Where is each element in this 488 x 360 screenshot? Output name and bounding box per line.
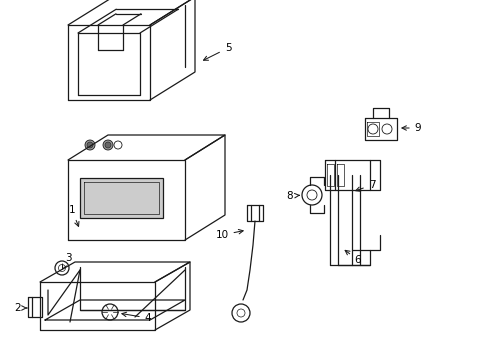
Text: 9: 9 bbox=[401, 123, 421, 133]
Circle shape bbox=[87, 142, 93, 148]
Text: 2: 2 bbox=[15, 303, 27, 313]
Text: 10: 10 bbox=[215, 229, 243, 240]
Text: 7: 7 bbox=[355, 180, 375, 191]
Circle shape bbox=[105, 142, 111, 148]
Text: 6: 6 bbox=[345, 250, 361, 265]
Text: 1: 1 bbox=[68, 205, 79, 226]
Circle shape bbox=[85, 140, 95, 150]
Circle shape bbox=[103, 140, 113, 150]
Text: 4: 4 bbox=[122, 312, 151, 323]
Text: 5: 5 bbox=[203, 43, 231, 60]
Bar bbox=[80, 178, 163, 218]
Text: 3: 3 bbox=[62, 253, 71, 269]
Text: 8: 8 bbox=[286, 191, 299, 201]
